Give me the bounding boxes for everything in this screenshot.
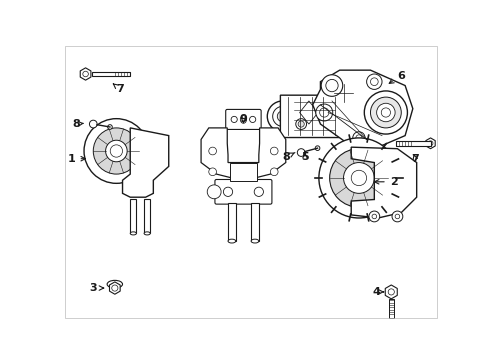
Polygon shape [109,282,120,294]
Circle shape [351,170,367,186]
Bar [92,72,130,76]
Circle shape [268,101,298,132]
Text: 1: 1 [68,154,85,164]
Circle shape [209,147,217,155]
Circle shape [316,104,333,121]
Circle shape [321,75,343,96]
Circle shape [93,128,140,174]
Polygon shape [229,163,257,181]
Circle shape [89,120,97,128]
Circle shape [209,168,217,176]
Bar [228,203,236,241]
Polygon shape [385,285,397,299]
Circle shape [249,116,256,122]
Circle shape [395,214,400,219]
Circle shape [110,145,122,157]
Circle shape [365,91,408,134]
Circle shape [270,147,278,155]
Ellipse shape [107,280,122,288]
Ellipse shape [130,232,136,235]
Circle shape [377,103,395,122]
Circle shape [277,111,288,122]
Polygon shape [351,147,416,218]
Circle shape [381,108,391,117]
Bar [251,203,259,241]
Circle shape [296,119,307,130]
Circle shape [207,185,221,199]
Circle shape [392,211,403,222]
Ellipse shape [251,239,259,243]
Bar [130,199,136,233]
Circle shape [370,97,401,128]
Bar [389,299,393,318]
Text: 4: 4 [373,287,384,297]
Text: 6: 6 [389,71,405,84]
Bar [396,141,431,145]
Circle shape [331,107,350,126]
Polygon shape [426,138,435,149]
Circle shape [326,103,354,130]
Text: 2: 2 [374,177,397,187]
Circle shape [106,140,127,162]
Circle shape [223,187,233,197]
Text: 5: 5 [301,152,309,162]
Circle shape [315,146,320,150]
Circle shape [330,149,388,207]
Polygon shape [201,128,286,178]
Circle shape [270,168,278,176]
Circle shape [273,106,293,126]
Ellipse shape [144,232,150,235]
Circle shape [84,119,149,183]
Circle shape [372,214,377,219]
Text: 3: 3 [90,283,103,293]
FancyBboxPatch shape [226,109,261,130]
Circle shape [298,121,304,127]
Circle shape [231,116,237,122]
Circle shape [343,163,374,193]
Ellipse shape [228,239,236,243]
Circle shape [254,187,264,197]
Polygon shape [313,70,413,147]
Polygon shape [300,101,318,124]
Circle shape [367,74,382,89]
FancyBboxPatch shape [215,180,272,204]
Circle shape [319,108,329,117]
Polygon shape [280,95,346,138]
Circle shape [336,112,345,121]
Text: 7: 7 [411,154,419,164]
Circle shape [326,80,338,92]
Text: 8: 8 [282,152,295,162]
Bar [144,199,150,233]
Polygon shape [80,68,91,80]
Circle shape [370,78,378,86]
Polygon shape [122,128,169,197]
Circle shape [369,211,380,222]
Circle shape [356,135,362,141]
Circle shape [297,149,305,156]
Ellipse shape [240,116,246,123]
Circle shape [353,132,365,144]
Text: 8: 8 [73,119,83,129]
Circle shape [319,138,399,218]
Circle shape [108,125,112,129]
Text: 7: 7 [113,84,124,94]
Text: 9: 9 [240,114,247,123]
